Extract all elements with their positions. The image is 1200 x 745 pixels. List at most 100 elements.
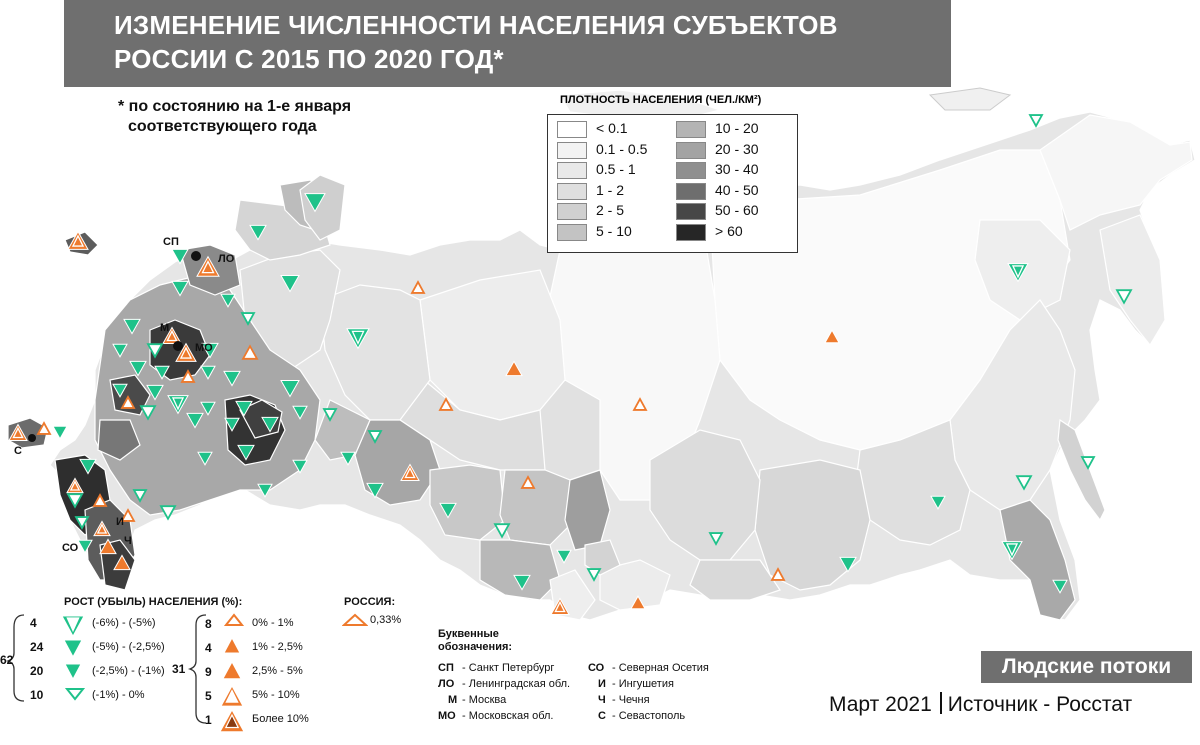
region-primorye [999,499,1076,621]
russia-value: 0,33% [370,614,402,626]
map-label-lo: ЛО [218,253,235,265]
decline-marker [77,539,93,554]
growth-range-label: Более 10% [252,713,309,725]
decline-marker [930,495,946,510]
decline-marker [146,343,164,359]
region-altai [479,539,561,601]
decline-marker [171,280,189,297]
growth-range-label: 5% - 10% [252,689,300,701]
decline-marker [237,444,255,461]
title-line-2: РОССИИ С 2015 ПО 2020 ГОД* [114,44,504,74]
density-label: 2 - 5 [596,202,625,218]
growth-marker [630,595,646,610]
density-swatch [557,162,587,179]
title-line-1: ИЗМЕНЕНИЕ ЧИСЛЕННОСТИ НАСЕЛЕНИЯ СУБЪЕКТО… [114,10,838,40]
density-label: 30 - 40 [715,161,759,177]
decline-marker [74,516,90,530]
map-label-ch: Ч [124,535,132,547]
region-komi [319,284,431,421]
marker-inner-outline [69,480,81,491]
decline-marker [346,328,370,350]
decline-marker [257,483,273,498]
density-legend [547,114,798,253]
growth-legend-title: РОСТ (УБЫЛЬ) НАСЕЛЕНИЯ (%): [64,596,243,608]
growth-marker [770,567,786,581]
region-khakassia [584,539,621,576]
decline-marker [224,417,240,432]
decline-marker [240,312,256,326]
growth-marker [120,508,136,522]
growth-marker [180,369,196,383]
decline-marker [159,505,177,521]
density-swatch [676,203,706,220]
density-swatch [557,203,587,220]
region-sakhalin [1057,418,1106,522]
abbr-name: - Московская обл. [462,710,554,722]
growth-marker [438,397,454,411]
decline-marker [340,451,356,466]
growth-triangle-icon [222,636,242,660]
decline-marker [112,343,128,358]
region-markers [8,114,1133,615]
decline-marker [367,430,383,444]
decline-marker [200,365,216,380]
decline-marker [292,459,308,474]
region-tyva [599,559,671,611]
abbr-code: ЛО [438,678,455,690]
marker-inner-outline [179,346,193,359]
decline-marker [171,248,189,265]
density-swatch [676,121,706,138]
region-belgorod [97,419,141,461]
decline-marker [292,405,308,420]
growth-marker [632,397,648,411]
marker-inner-outline [1005,543,1019,557]
russia-label: РОССИЯ: [344,596,396,608]
region-buryatia [689,559,781,601]
marker-inner-outline [351,330,365,345]
abbr-code: МО [438,710,456,722]
sevastopol-dot [28,434,36,442]
decline-marker [139,405,157,421]
density-swatch [557,141,587,159]
marker-inner-outline [12,426,24,439]
density-swatch [676,223,706,241]
decline-marker [493,523,511,539]
decline-marker [1015,475,1033,491]
map-label-s: С [14,445,22,457]
decline-marker [146,384,164,401]
region-novaya-zemlya [299,174,346,241]
map-label-spb: СП [163,236,179,248]
density-label: 50 - 60 [715,202,759,218]
map-label-m: М [160,322,170,334]
density-legend-title: ПЛОТНОСТЬ НАСЕЛЕНИЯ (ЧЕЛ./КМ²) [560,94,762,106]
abbr-name: - Северная Осетия [612,662,709,674]
abbr-name: - Ингушетия [612,678,674,690]
decline-marker [280,380,300,398]
decline-marker [167,395,189,415]
region-omsk [429,464,506,541]
russia-marker-icon [342,613,368,626]
decline-marker [186,412,204,429]
footer-source: Источник - Росстат [947,693,1133,716]
decline-marker [123,318,141,335]
growth-count: 4 [205,641,212,655]
decline-marker [201,342,219,359]
decline-marker [439,502,457,519]
abbr-title-1: Буквенные [438,628,499,640]
marker-inner-outline [554,600,566,613]
decline-marker [220,293,236,308]
decline-marker [66,493,84,509]
density-swatch [676,141,706,159]
abbr-code: СО [588,662,605,674]
decline-marker [1028,114,1044,128]
decline-marker [129,360,147,377]
region-irkutsk [649,429,761,561]
decline-triangle-icon [60,614,86,643]
map-label-mo: МО [195,342,213,354]
decline-count: 24 [30,640,44,654]
growth-count: 8 [205,617,212,631]
decline-triangle-icon [63,662,83,686]
growth-triangle-icon [221,660,243,686]
decline-marker [1080,456,1096,470]
